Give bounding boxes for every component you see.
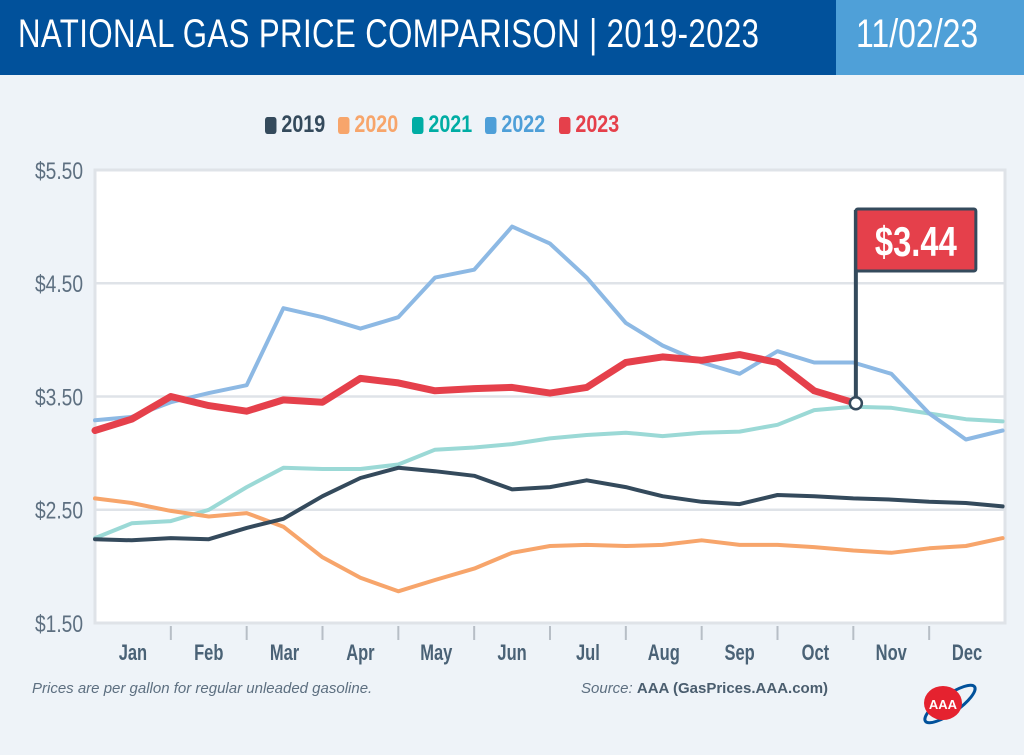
legend-item-2022: 2022 xyxy=(485,111,545,139)
y-tick-label: $2.50 xyxy=(35,497,83,525)
x-tick-label: Jan xyxy=(119,641,147,666)
annotation-point xyxy=(848,396,864,411)
footnote: Prices are per gallon for regular unlead… xyxy=(32,680,373,697)
x-tick-label: Apr xyxy=(346,641,375,666)
x-tick-label: Dec xyxy=(952,641,982,666)
y-tick-label: $5.50 xyxy=(35,157,83,185)
legend-label: 2021 xyxy=(428,111,472,138)
legend-swatch xyxy=(485,116,497,134)
x-tick-label: May xyxy=(420,641,452,666)
y-tick-label: $4.50 xyxy=(35,270,83,298)
legend-swatch xyxy=(338,116,350,134)
series-line-2019 xyxy=(93,465,1005,543)
legend-item-2019: 2019 xyxy=(265,111,325,139)
header-bar: NATIONAL GAS PRICE COMPARISON | 2019-202… xyxy=(0,0,836,75)
source-text: AAA (GasPrices.AAA.com) xyxy=(636,680,829,697)
legend-swatch xyxy=(558,116,571,134)
x-tick-label: Oct xyxy=(802,641,830,666)
x-tick-label: Nov xyxy=(876,641,907,666)
series-line-2022 xyxy=(93,224,1005,442)
series-line-2023 xyxy=(91,351,860,434)
source-line: Source: AAA (GasPrices.AAA.com) xyxy=(581,680,828,697)
date-label: 11/02/23 xyxy=(856,12,979,56)
legend-label: 2020 xyxy=(354,111,399,138)
legend-label: 2019 xyxy=(281,111,326,138)
x-tick-label: Jun xyxy=(497,641,526,666)
legend-label: 2022 xyxy=(501,111,546,138)
annotation-flag xyxy=(854,207,978,273)
x-tick-label: Jul xyxy=(576,641,600,666)
legend-item-2023: 2023 xyxy=(558,111,619,139)
x-tick-label: Aug xyxy=(648,641,680,666)
date-box: 11/02/23 xyxy=(836,0,1024,75)
y-tick-label: $1.50 xyxy=(35,610,83,638)
legend-label: 2023 xyxy=(574,111,619,138)
page-title: NATIONAL GAS PRICE COMPARISON | 2019-202… xyxy=(18,12,760,56)
x-tick-label: Mar xyxy=(270,641,300,666)
x-tick-label: Sep xyxy=(724,641,754,666)
series-line-2020 xyxy=(93,496,1005,594)
legend-item-2020: 2020 xyxy=(338,111,399,139)
x-tick-label: Feb xyxy=(194,641,223,666)
legend: 2019 2020 2021 2022 2023 xyxy=(265,111,619,139)
legend-swatch xyxy=(411,116,424,134)
y-tick-label: $3.50 xyxy=(35,383,83,411)
legend-swatch xyxy=(265,116,277,134)
source-label: Source: xyxy=(581,680,633,697)
legend-item-2021: 2021 xyxy=(411,111,472,139)
annotation-label: $3.44 xyxy=(875,218,957,265)
